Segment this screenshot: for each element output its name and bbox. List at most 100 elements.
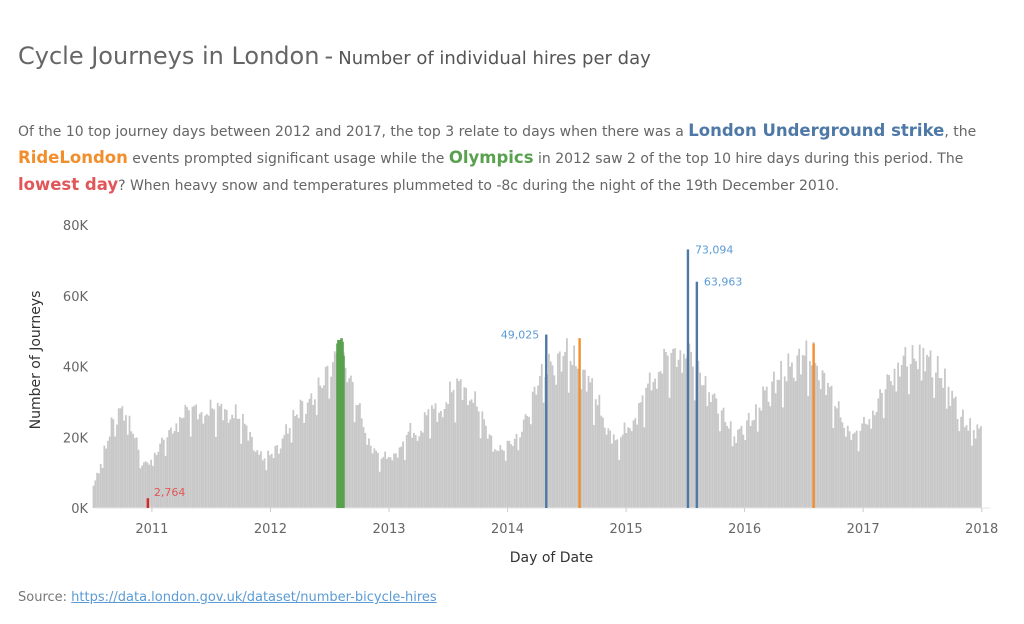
journey-bar bbox=[409, 422, 412, 508]
journey-bar bbox=[139, 468, 142, 508]
highlight-lowest: lowest day bbox=[18, 175, 119, 194]
journey-bar bbox=[332, 362, 334, 508]
journey-bar bbox=[945, 408, 948, 508]
journey-bar bbox=[834, 406, 837, 508]
journey-bar bbox=[735, 442, 738, 508]
journey-bar bbox=[130, 431, 133, 508]
journey-bar bbox=[391, 460, 394, 508]
journey-bar bbox=[317, 377, 320, 508]
journey-bar bbox=[144, 461, 147, 508]
journey-bar bbox=[780, 360, 783, 508]
journey-bar bbox=[818, 380, 820, 508]
journey-bar bbox=[220, 403, 223, 508]
journey-bar bbox=[227, 422, 230, 508]
journey-bar bbox=[881, 392, 883, 508]
journey-bar bbox=[402, 441, 405, 508]
desc-text-3: events prompted significant usage while … bbox=[127, 151, 449, 167]
journey-bar bbox=[350, 375, 352, 508]
journey-bar bbox=[848, 431, 851, 508]
journey-bar bbox=[96, 472, 99, 508]
journey-bar bbox=[193, 405, 196, 508]
journey-bar bbox=[710, 402, 712, 508]
journey-bar bbox=[351, 382, 354, 508]
journey-bar bbox=[965, 425, 968, 508]
journey-bar bbox=[800, 374, 802, 508]
journey-bar bbox=[976, 424, 979, 508]
journey-bar bbox=[521, 431, 523, 508]
journey-bar bbox=[704, 376, 707, 508]
journey-bar bbox=[684, 358, 687, 508]
journey-bar bbox=[598, 394, 601, 508]
journey-bar bbox=[679, 350, 682, 508]
journey-bar bbox=[245, 425, 248, 508]
journey-bar bbox=[796, 355, 799, 508]
journey-bar bbox=[785, 381, 788, 508]
journey-bar bbox=[121, 406, 124, 508]
journey-bar bbox=[958, 431, 961, 508]
x-tick-label: 2015 bbox=[610, 522, 643, 537]
journey-bar bbox=[274, 445, 277, 508]
journey-bar bbox=[416, 440, 419, 508]
journey-bar bbox=[569, 360, 572, 508]
journey-bar bbox=[888, 375, 891, 508]
journey-bar bbox=[701, 385, 703, 508]
journey-bar bbox=[656, 388, 658, 508]
journey-bar bbox=[427, 409, 430, 508]
x-tick-label: 2016 bbox=[728, 522, 761, 537]
journey-bar bbox=[866, 424, 869, 508]
journey-bar bbox=[683, 353, 685, 508]
journey-bar bbox=[449, 381, 451, 508]
journey-bar bbox=[771, 381, 774, 508]
journey-bar bbox=[116, 424, 118, 508]
x-tick-label: 2017 bbox=[847, 522, 880, 537]
journey-bar bbox=[949, 406, 952, 508]
journey-bar bbox=[483, 419, 486, 508]
journey-bar bbox=[954, 396, 957, 508]
journey-bar bbox=[749, 426, 752, 508]
title-separator: - bbox=[324, 42, 334, 70]
journey-bar bbox=[429, 438, 432, 508]
highlight-olympics: Olympics bbox=[448, 148, 534, 167]
journey-bar bbox=[526, 415, 529, 508]
journey-bar bbox=[611, 443, 613, 508]
journey-bar bbox=[141, 465, 144, 508]
journey-bar bbox=[787, 353, 790, 508]
journey-bar bbox=[600, 415, 603, 508]
journey-bar bbox=[240, 443, 243, 508]
journey-bar bbox=[900, 365, 903, 508]
journey-bar bbox=[755, 404, 757, 508]
journey-bar bbox=[308, 398, 311, 508]
journey-bar bbox=[171, 433, 174, 508]
journey-bar bbox=[767, 401, 770, 508]
source-link[interactable]: https://data.london.gov.uk/dataset/numbe… bbox=[71, 590, 437, 605]
journey-bar bbox=[909, 364, 912, 508]
highlight-bar-olympics bbox=[342, 355, 345, 508]
journey-bar bbox=[929, 350, 932, 508]
journey-bar bbox=[733, 436, 736, 508]
journey-bar bbox=[531, 391, 534, 508]
journey-bar bbox=[872, 410, 874, 508]
journey-bar bbox=[378, 471, 381, 508]
journey-bar bbox=[296, 414, 298, 508]
journey-bar bbox=[328, 398, 331, 508]
journey-bar bbox=[368, 438, 370, 508]
journey-bar bbox=[270, 453, 273, 508]
journey-bar bbox=[292, 409, 295, 508]
journey-bar bbox=[854, 432, 856, 508]
journey-bar bbox=[765, 386, 768, 508]
journey-bar bbox=[101, 468, 104, 508]
journey-bar bbox=[458, 381, 460, 508]
journey-bar bbox=[533, 386, 536, 508]
journey-bar bbox=[242, 414, 244, 508]
journey-bar bbox=[794, 381, 797, 508]
journey-bar bbox=[738, 428, 741, 508]
journey-bar bbox=[940, 378, 943, 508]
journey-bar bbox=[868, 419, 871, 508]
journey-bar bbox=[450, 392, 453, 508]
journey-bar bbox=[168, 429, 171, 508]
journey-bar bbox=[157, 451, 160, 508]
journey-bar bbox=[899, 376, 901, 508]
journey-bar bbox=[566, 338, 568, 508]
journey-bar bbox=[882, 418, 885, 508]
journey-bar bbox=[719, 431, 721, 508]
